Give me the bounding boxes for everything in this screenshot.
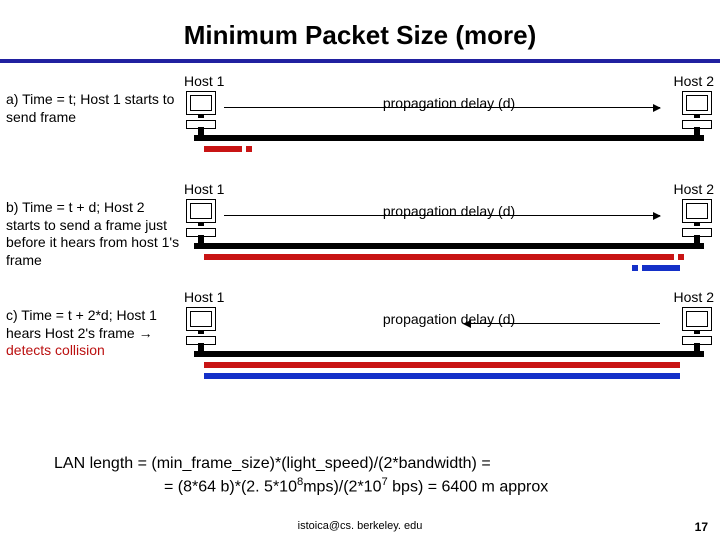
arrow-line <box>224 215 660 216</box>
page-title: Minimum Packet Size (more) <box>0 0 720 59</box>
signal-tick <box>678 254 684 260</box>
signal-bar <box>642 265 680 271</box>
bus-line <box>194 351 704 357</box>
bus-line <box>194 135 704 141</box>
formula-line-2: = (8*64 b)*(2. 5*108mps)/(2*107 bps) = 6… <box>54 475 700 498</box>
scenario-desc: c) Time = t + 2*d; Host 1 hears Host 2's… <box>6 289 184 360</box>
scenarios-container: a) Time = t; Host 1 starts to send frame… <box>0 63 720 387</box>
signal-bar <box>204 254 674 260</box>
host-label-left: Host 1 <box>184 289 224 305</box>
scenario-desc: b) Time = t + d; Host 2 starts to send a… <box>6 181 184 269</box>
scenario-diagram: Host 1 Host 2 propagation delay (d) <box>184 181 714 279</box>
scenario-desc: a) Time = t; Host 1 starts to send frame <box>6 73 184 126</box>
signal-bar <box>204 146 242 152</box>
scenario-row: c) Time = t + 2*d; Host 1 hears Host 2's… <box>6 289 714 387</box>
scenario-row: b) Time = t + d; Host 2 starts to send a… <box>6 181 714 279</box>
footer-email: istoica@cs. berkeley. edu <box>0 520 720 532</box>
bus-line <box>194 243 704 249</box>
scenario-row: a) Time = t; Host 1 starts to send frame… <box>6 73 714 171</box>
signal-tick <box>632 265 638 271</box>
scenario-diagram: Host 1 Host 2 propagation delay (d) <box>184 73 714 171</box>
formula-line-1: LAN length = (min_frame_size)*(light_spe… <box>54 453 700 475</box>
propagation-label: propagation delay (d) <box>184 95 714 111</box>
signal-bar <box>204 362 680 368</box>
signal-bar <box>204 373 680 379</box>
host-label-right: Host 2 <box>674 181 714 197</box>
propagation-label: propagation delay (d) <box>184 311 714 327</box>
arrow-line <box>224 107 660 108</box>
signal-tick <box>246 146 252 152</box>
host-label-right: Host 2 <box>674 289 714 305</box>
page-number: 17 <box>695 520 708 534</box>
host-label-left: Host 1 <box>184 73 224 89</box>
host-label-right: Host 2 <box>674 73 714 89</box>
host-label-left: Host 1 <box>184 181 224 197</box>
arrow-line <box>464 323 660 324</box>
formula-block: LAN length = (min_frame_size)*(light_spe… <box>54 453 700 498</box>
propagation-label: propagation delay (d) <box>184 203 714 219</box>
scenario-diagram: Host 1 Host 2 propagation delay (d) <box>184 289 714 387</box>
